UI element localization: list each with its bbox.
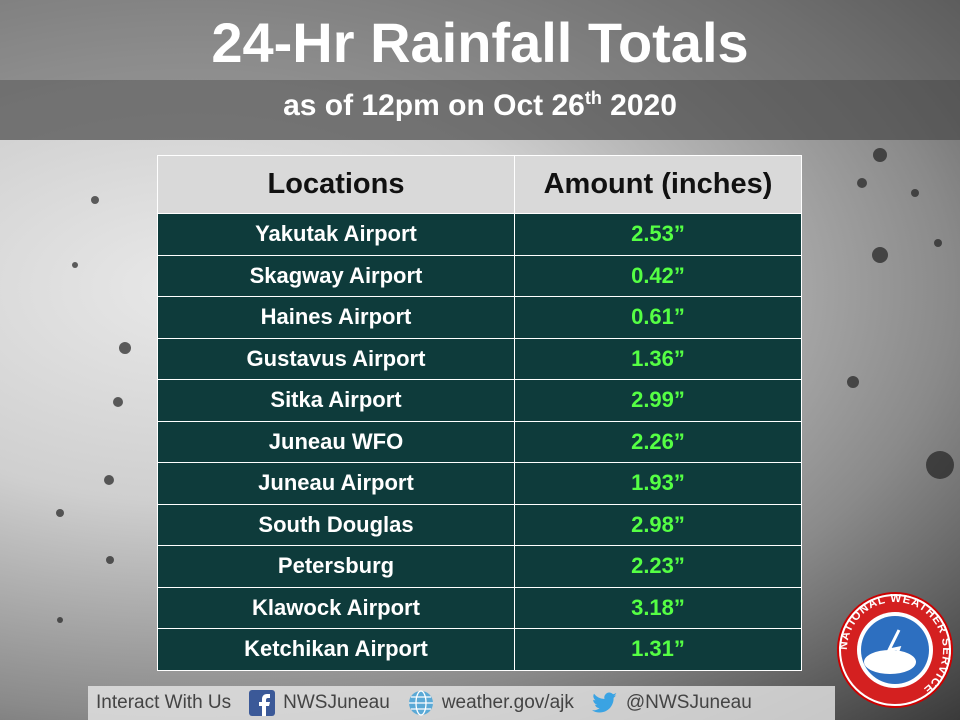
amount-cell: 0.42”: [514, 254, 802, 297]
column-header: Amount (inches): [514, 155, 802, 214]
location-cell: Petersburg: [157, 545, 515, 588]
title: 24-Hr Rainfall Totals: [211, 11, 749, 74]
table-row: Haines Airport 0.61”: [157, 296, 802, 339]
footer-facebook[interactable]: NWSJuneau: [283, 692, 390, 713]
subtitle: as of 12pm on Oct 26th 2020: [0, 88, 960, 123]
location-cell: Juneau WFO: [157, 420, 515, 463]
location-cell: Ketchikan Airport: [157, 628, 515, 671]
footer: Interact With Us NWSJuneau weather.gov/a…: [88, 686, 835, 720]
amount-cell: 2.26”: [514, 420, 802, 463]
location-cell: Haines Airport: [157, 296, 515, 339]
location-cell: Yakutak Airport: [157, 213, 515, 256]
location-cell: South Douglas: [157, 503, 515, 546]
column-header: Locations: [157, 155, 515, 214]
footer-website[interactable]: weather.gov/ajk: [441, 692, 574, 713]
amount-cell: 2.23”: [514, 545, 802, 588]
amount-cell: 2.53”: [514, 213, 802, 256]
twitter-icon: [591, 692, 617, 713]
amount-cell: 0.61”: [514, 296, 802, 339]
table-row: Petersburg 2.23”: [157, 545, 802, 588]
amount-cell: 2.98”: [514, 503, 802, 546]
rainfall-table: Locations Amount (inches) Yakutak Airpor…: [157, 155, 802, 671]
nws-logo: NATIONAL WEATHER SERVICE: [837, 592, 953, 708]
table-row: Gustavus Airport 1.36”: [157, 337, 802, 380]
table-row: Skagway Airport 0.42”: [157, 254, 802, 297]
table-row: Ketchikan Airport 1.31”: [157, 628, 802, 671]
location-cell: Juneau Airport: [157, 462, 515, 505]
header-band: [0, 0, 960, 140]
table-row: Sitka Airport 2.99”: [157, 379, 802, 422]
location-cell: Klawock Airport: [157, 586, 515, 629]
amount-cell: 3.18”: [514, 586, 802, 629]
amount-cell: 1.36”: [514, 337, 802, 380]
web-icon: [408, 690, 433, 716]
amount-cell: 1.93”: [514, 462, 802, 505]
table-row: Klawock Airport 3.18”: [157, 586, 802, 629]
subtitle-suffix: th: [584, 88, 602, 108]
location-cell: Gustavus Airport: [157, 337, 515, 380]
subtitle-year: 2020: [610, 89, 677, 122]
table-row: Juneau Airport 1.93”: [157, 462, 802, 505]
location-cell: Skagway Airport: [157, 254, 515, 297]
table-row: Yakutak Airport 2.53”: [157, 213, 802, 256]
amount-cell: 1.31”: [514, 628, 802, 671]
footer-twitter[interactable]: @NWSJuneau: [625, 692, 752, 713]
location-cell: Sitka Airport: [157, 379, 515, 422]
footer-intro: Interact With Us: [96, 692, 232, 713]
subtitle-text: as of 12pm on Oct 26: [283, 89, 585, 122]
amount-cell: 2.99”: [514, 379, 802, 422]
table-row: Juneau WFO 2.26”: [157, 420, 802, 463]
table-row: South Douglas 2.98”: [157, 503, 802, 546]
facebook-icon: [249, 690, 276, 716]
